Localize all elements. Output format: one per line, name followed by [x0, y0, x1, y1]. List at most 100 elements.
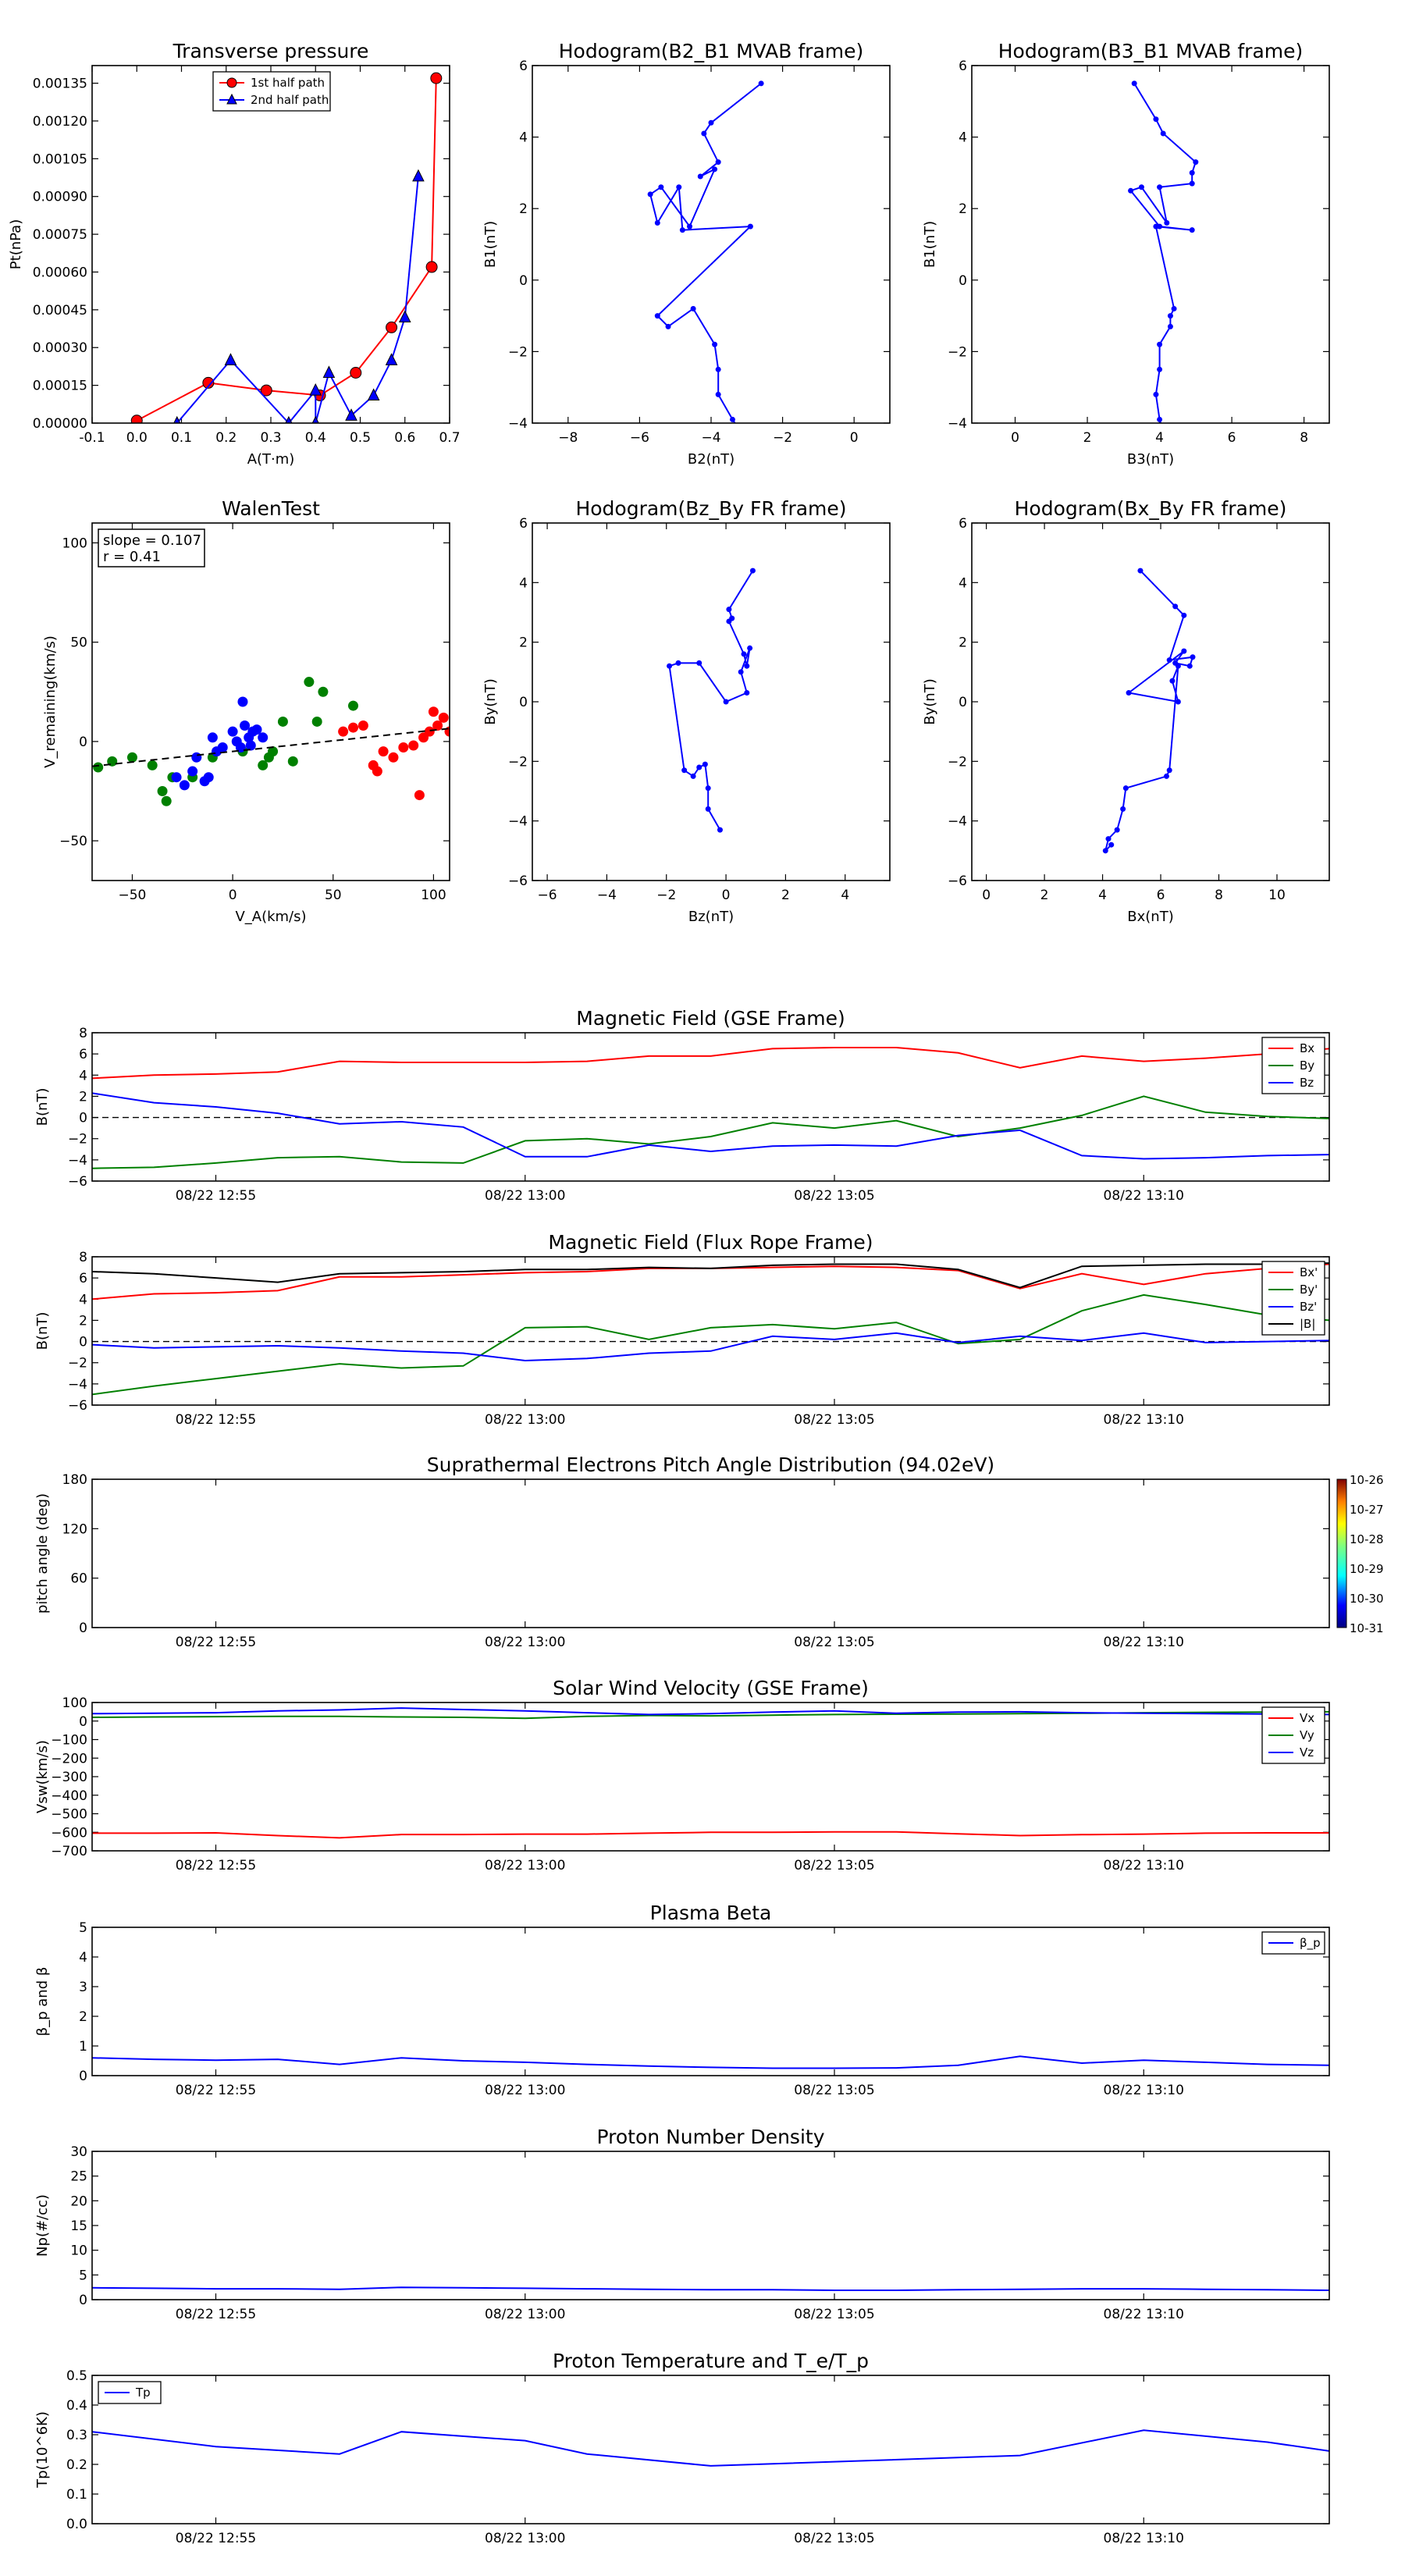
data-point: [277, 716, 288, 727]
plot-frame: [91, 1927, 1330, 2076]
data-point: [726, 607, 732, 613]
y-tick-label: 0: [79, 1111, 87, 1126]
data-point: [258, 732, 269, 743]
series-line: [136, 78, 437, 422]
plot-area: [1102, 568, 1196, 854]
data-point: [1189, 227, 1195, 233]
data-point: [1131, 80, 1137, 87]
plot-area: [92, 2286, 1329, 2291]
data-point: [741, 651, 747, 657]
data-point: [318, 686, 329, 697]
data-point: [675, 660, 681, 666]
y-tick-label: 0.00015: [33, 379, 87, 394]
data-point: [191, 752, 202, 763]
data-point: [287, 756, 298, 767]
x-tick-label: −50: [119, 888, 147, 903]
chart-title: Proton Number Density: [597, 2126, 825, 2148]
data-point: [747, 223, 753, 229]
y-tick-label: 25: [70, 2169, 87, 2185]
x-tick-label: 2: [1083, 430, 1092, 446]
series-line: [92, 2286, 1329, 2291]
chart-h3: Hodogram(Bz_By FR frame) −6 −4 −2 0 2 4 6 −6 −4 −2…: [482, 497, 891, 925]
y-tick-label: −50: [59, 834, 87, 849]
x-tick-label: −6: [538, 888, 557, 903]
x-tick-label: 08/22 13:05: [794, 1188, 874, 1204]
data-point: [1137, 568, 1144, 574]
data-point: [378, 746, 389, 757]
data-point: [690, 773, 696, 779]
data-point: [737, 428, 742, 433]
data-point: [696, 660, 702, 666]
chart-title: Hodogram(Bx_By FR frame): [1015, 497, 1287, 520]
y-axis-label: Pt(nPa): [8, 219, 24, 269]
plot-frame: [971, 65, 1330, 424]
plot-area: [92, 1262, 1329, 1396]
data-point: [202, 376, 215, 389]
data-point: [715, 366, 721, 372]
series-line: [92, 2429, 1329, 2467]
plot-frame: [532, 522, 891, 881]
x-tick-label: 0.1: [171, 430, 192, 446]
chart-sw: Solar Wind Velocity (GSE Frame) −700 −600 −…: [34, 1677, 1330, 1873]
y-tick-label: 6: [79, 1271, 87, 1286]
data-point: [157, 786, 168, 796]
y-tick-label: 6: [959, 59, 967, 74]
x-tick-label: 08/22 12:55: [176, 2531, 256, 2546]
data-point: [357, 720, 368, 731]
data-point: [130, 415, 143, 423]
legend-label: By: [1300, 1059, 1314, 1073]
x-tick-label: 08/22 13:05: [794, 1858, 874, 1873]
data-point: [385, 353, 398, 365]
data-point: [690, 305, 696, 311]
data-point: [207, 732, 218, 743]
y-tick-label: −300: [51, 1770, 87, 1785]
plot-frame: [91, 65, 450, 424]
data-point: [1138, 184, 1144, 190]
x-tick-label: −4: [597, 888, 617, 903]
colorbar-label: 10-26: [1350, 1473, 1384, 1487]
series-line: [92, 1831, 1329, 1839]
y-axis-label: By(nT): [922, 678, 938, 724]
data-point: [1157, 416, 1163, 422]
x-tick-label: 0: [722, 888, 731, 903]
y-tick-label: 0: [79, 735, 87, 750]
data-point: [240, 720, 251, 731]
y-tick-label: 3: [79, 1980, 87, 1995]
y-axis-label: Vsw(km/s): [34, 1740, 51, 1813]
y-tick-label: 0.00060: [33, 265, 87, 280]
data-point: [1120, 806, 1126, 812]
plot-area: [130, 72, 443, 423]
y-tick-label: −200: [51, 1751, 87, 1767]
y-axis-label: Tp(10^6K): [34, 2411, 51, 2489]
plot-area: [92, 2055, 1329, 2069]
data-point: [654, 220, 660, 226]
x-tick-label: 08/22 12:55: [176, 2083, 256, 2098]
data-point: [224, 353, 237, 365]
data-point: [717, 827, 723, 833]
y-axis-label: Np(#/cc): [34, 2194, 51, 2257]
y-tick-label: 0.00030: [33, 340, 87, 356]
x-tick-label: 0.0: [126, 430, 148, 446]
data-point: [744, 663, 750, 669]
plot-frame: [91, 1032, 1330, 1182]
data-point: [708, 119, 714, 126]
data-point: [245, 740, 256, 751]
data-point: [1189, 169, 1195, 176]
x-tick-label: −8: [558, 430, 578, 446]
y-tick-label: 0.0: [66, 2517, 87, 2532]
chart-mf: Magnetic Field (GSE Frame) −6 −4 −2 0 2 4 6 8 08/…: [34, 1007, 1330, 1204]
data-point: [658, 184, 664, 190]
data-point: [372, 766, 382, 777]
legend-label: Bz': [1300, 1300, 1317, 1314]
data-point: [681, 767, 688, 774]
y-tick-label: 0: [959, 695, 967, 710]
data-point: [367, 388, 380, 401]
y-tick-label: 4: [79, 1950, 87, 1966]
legend-marker: [226, 77, 237, 88]
data-point: [350, 366, 362, 379]
data-point: [1157, 341, 1163, 347]
y-tick-label: 0: [519, 695, 528, 710]
data-point: [712, 166, 718, 173]
y-tick-label: 2: [79, 1313, 87, 1329]
plot-area: [92, 1707, 1329, 1839]
